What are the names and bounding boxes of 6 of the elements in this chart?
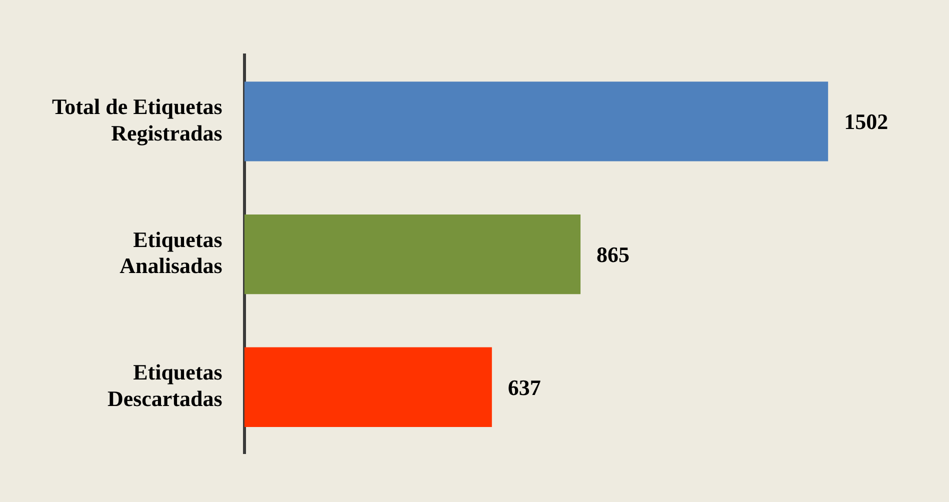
data-label: 1502: [844, 109, 888, 134]
data-label: 865: [596, 242, 630, 267]
y-tick-label: Etiquetas Descartadas: [107, 360, 223, 412]
y-tick-label: Etiquetas Analisadas: [120, 226, 223, 278]
y-tick-label: Total de Etiquetas Registradas: [52, 94, 223, 146]
data-label: 637: [508, 374, 541, 400]
